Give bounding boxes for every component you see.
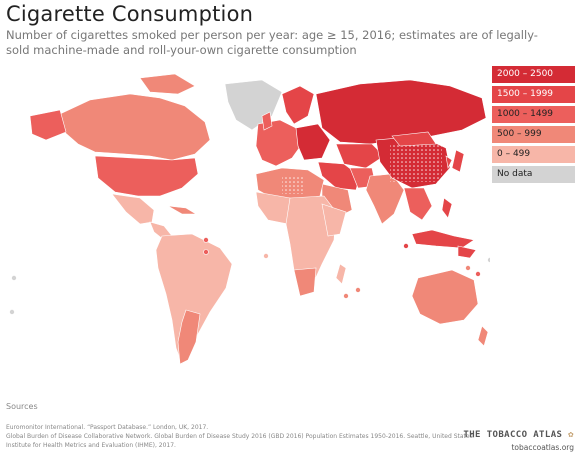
world-map <box>9 73 490 365</box>
region-island <box>203 249 209 255</box>
sources-text: Euromonitor International. “Passport Dat… <box>6 423 476 450</box>
region-island <box>403 243 409 249</box>
legend-item-1500-1999: 1500 – 1999 <box>492 86 575 103</box>
region-russia <box>315 79 487 145</box>
region-southeast-asia <box>403 187 433 221</box>
map-subtitle: Number of cigarettes smoked per person p… <box>6 28 538 57</box>
region-papua <box>457 245 477 259</box>
region-usa <box>94 155 199 197</box>
region-southern-africa <box>293 267 317 297</box>
region-island <box>465 265 471 271</box>
region-island <box>343 293 349 299</box>
region-mongolia <box>391 131 437 147</box>
region-middle-east <box>317 161 361 191</box>
source-line-1: Euromonitor International. “Passport Dat… <box>6 424 209 431</box>
map-title: Cigarette Consumption <box>6 2 254 26</box>
region-island <box>475 271 481 277</box>
legend-item-2000-2500: 2000 – 2500 <box>492 66 575 83</box>
region-island <box>9 309 15 315</box>
region-canada <box>59 93 211 161</box>
region-new-zealand <box>477 325 489 347</box>
source-line-2: Global Burden of Disease Collaborative N… <box>6 433 475 449</box>
region-uk <box>261 111 273 131</box>
legend-item-0-499: 0 – 499 <box>492 146 575 163</box>
brand-name: THE TOBACCO ATLAS ✿ <box>463 430 574 440</box>
region-island <box>203 237 209 243</box>
region-japan <box>451 149 465 173</box>
map-legend: 2000 – 2500 1500 – 1999 1000 – 1499 500 … <box>492 66 575 186</box>
region-island <box>263 253 269 259</box>
sources-heading: Sources <box>6 402 38 411</box>
region-eastern-europe <box>295 123 331 161</box>
region-mexico <box>111 193 155 225</box>
brand-name-text: THE TOBACCO ATLAS <box>463 430 563 440</box>
region-island <box>355 287 361 293</box>
region-philippines <box>441 197 453 219</box>
region-north-africa-pattern <box>282 176 304 194</box>
legend-item-500-999: 500 – 999 <box>492 126 575 143</box>
tobacco-leaf-icon: ✿ <box>568 430 574 440</box>
region-canada-islands <box>139 73 196 95</box>
region-australia <box>411 269 479 325</box>
region-argentina <box>177 309 201 365</box>
region-scandinavia <box>281 85 315 125</box>
region-alaska <box>29 109 67 141</box>
region-island <box>11 275 17 281</box>
region-kazakhstan <box>335 143 385 169</box>
legend-item-no-data: No data <box>492 166 575 183</box>
region-western-europe <box>255 119 303 167</box>
region-island <box>487 257 490 263</box>
region-china-pattern <box>390 144 442 182</box>
legend-item-1000-1499: 1000 – 1499 <box>492 106 575 123</box>
region-caribbean <box>167 205 198 215</box>
region-madagascar <box>335 263 347 285</box>
brand-block: THE TOBACCO ATLAS ✿ tobaccoatlas.org <box>463 430 574 452</box>
region-indonesia <box>411 229 475 249</box>
region-east-africa <box>321 203 347 237</box>
brand-url[interactable]: tobaccoatlas.org <box>511 443 574 452</box>
region-korea <box>445 155 453 169</box>
